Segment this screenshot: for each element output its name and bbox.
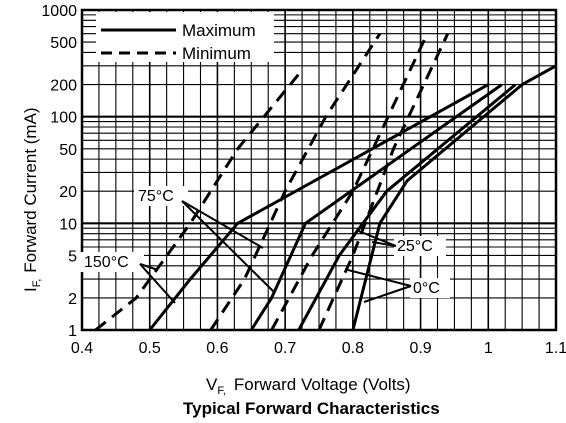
annotation-25c-pointer-a — [355, 229, 397, 247]
annotation-0c-pointer-b — [363, 285, 412, 303]
x-tick-label: 0.6 — [206, 340, 228, 357]
y-axis-title: IF,Forward Current (mA) — [21, 107, 43, 292]
annotation-150c-pointer-b — [139, 263, 176, 304]
y-tick-label: 5 — [68, 248, 77, 265]
legend-maximum-label: Maximum — [182, 21, 256, 40]
y-tick-label: 2 — [68, 291, 77, 308]
x-tick-label: 1 — [484, 340, 493, 357]
series-25c-minimum-line — [270, 33, 429, 331]
x-tick-label: 0.8 — [342, 340, 364, 357]
annotations: 75°C 150°C 25°C 0°C — [80, 186, 450, 304]
y-tick-label: 1 — [68, 323, 77, 340]
annotation-150c-pointer-a — [139, 263, 159, 271]
annotation-0c: 0°C — [413, 280, 440, 297]
y-tick-label: 1000 — [41, 3, 77, 20]
annotation-25c: 25°C — [397, 238, 433, 255]
annotation-0c-pointer-a — [347, 269, 412, 287]
y-tick-label: 10 — [59, 216, 77, 233]
annotation-25c-pointer-b — [371, 241, 397, 247]
y-tick-label: 50 — [59, 142, 77, 159]
tick-labels: 0.4 0.5 0.6 0.7 0.8 0.9 1 1.1 1 2 5 10 20 50 100 200 500… — [41, 3, 566, 357]
series-0c-maximum-line — [351, 64, 557, 331]
annotation-150c-bg — [80, 252, 144, 272]
annotation-75c-bg — [134, 186, 188, 206]
chart-title: Typical Forward Characteristics — [183, 399, 440, 418]
x-tick-label: 0.4 — [71, 340, 93, 357]
grid — [81, 9, 557, 331]
series-0c-minimum-line — [317, 33, 450, 331]
y-tick-label: 200 — [50, 78, 77, 95]
annotation-75c-pointer-b — [181, 200, 275, 293]
x-axis-title: VF, Forward Voltage (Volts) — [206, 375, 411, 397]
annotation-25c-bg — [394, 236, 446, 256]
x-tick-label: 0.9 — [409, 340, 431, 357]
y-tick-label: 20 — [59, 184, 77, 201]
x-tick-label: 1.1 — [545, 340, 566, 357]
annotation-75c-pointer-a — [181, 200, 264, 249]
series-150c-minimum-line — [94, 73, 300, 332]
y-tick-label: 500 — [50, 35, 77, 52]
legend-minimum-label: Minimum — [182, 44, 251, 63]
x-tick-label: 0.7 — [274, 340, 296, 357]
y-tick-label: 100 — [50, 110, 77, 127]
series-75c-minimum-line — [209, 32, 382, 331]
series-25c-maximum-line — [297, 83, 517, 331]
series-layer — [94, 32, 557, 332]
x-tick-label: 0.5 — [139, 340, 161, 357]
annotation-150c: 150°C — [84, 254, 129, 271]
series-150c-maximum-line — [148, 83, 490, 331]
series-75c-maximum-line — [250, 83, 503, 331]
annotation-75c: 75°C — [138, 188, 174, 205]
annotation-0c-bg — [410, 278, 450, 298]
legend: Maximum Minimum — [96, 12, 274, 63]
